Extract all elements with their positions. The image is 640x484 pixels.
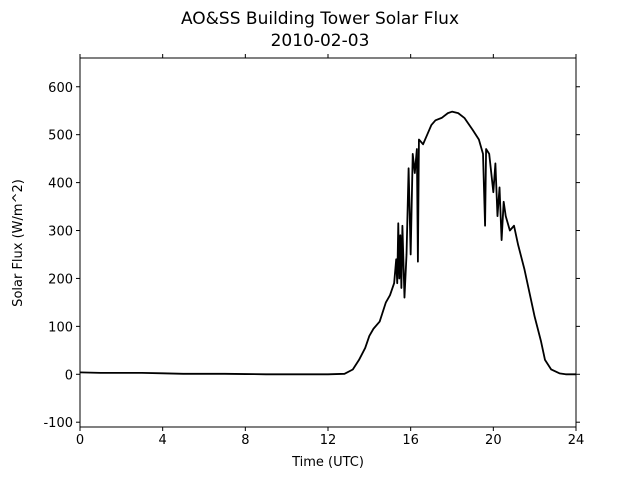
x-tick-label: 16: [402, 433, 419, 448]
chart-subtitle: 2010-02-03: [271, 31, 370, 51]
y-tick-label: 600: [48, 81, 73, 96]
plot-frame: [79, 57, 577, 428]
y-axis-label: Solar Flux (W/m^2): [11, 179, 26, 307]
x-tick-label: 24: [568, 433, 585, 448]
y-tick-label: 300: [48, 225, 73, 240]
y-tick-label: -100: [43, 416, 73, 431]
x-tick-label: 8: [241, 433, 249, 448]
data-line: [79, 110, 576, 376]
x-tick-label: 0: [76, 433, 84, 448]
y-tick-label: 400: [48, 177, 73, 192]
chart-title: AO&SS Building Tower Solar Flux: [181, 9, 459, 29]
y-tick-label: 100: [48, 320, 73, 335]
y-tick-label: 500: [48, 129, 73, 144]
y-tick-label: 0: [65, 368, 73, 383]
y-tick-label: 200: [48, 272, 73, 287]
x-tick-label: 12: [320, 433, 337, 448]
x-tick-label: 4: [159, 433, 167, 448]
x-axis-label: Time (UTC): [291, 455, 364, 470]
x-tick-label: 20: [485, 433, 502, 448]
